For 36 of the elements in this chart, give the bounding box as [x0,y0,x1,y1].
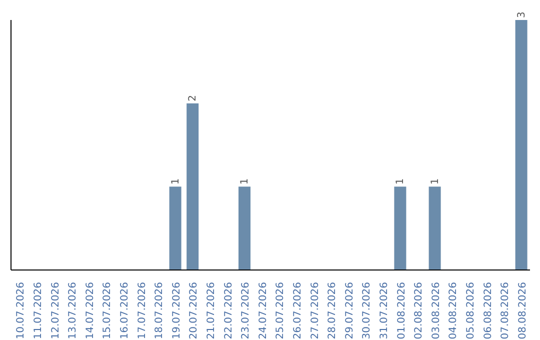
x-tick-label: 01.08.2026 [396,282,408,340]
x-tick-label: 18.07.2026 [154,282,166,340]
x-tick-label: 23.07.2026 [240,282,252,340]
x-tick-label: 22.07.2026 [223,282,234,340]
data-label: 2 [188,94,199,102]
x-tick-label: 31.07.2026 [378,282,390,340]
x-tick-label: 11.07.2026 [32,282,44,340]
x-tick-label: 04.08.2026 [448,282,460,340]
x-tick-label: 29.07.2026 [344,282,356,340]
x-tick-label: 15.07.2026 [102,282,114,340]
x-tick-label: 26.07.2026 [292,282,304,340]
x-tick-label: 17.07.2026 [136,282,148,340]
x-tick-label: 10.07.2026 [16,282,27,340]
x-tick-label: 16.07.2026 [119,282,130,340]
x-tick-label: 06.08.2026 [482,282,494,340]
x-tick-label: 20.07.2026 [188,282,200,340]
x-tick-label: 30.07.2026 [362,282,373,340]
data-label: 1 [430,178,441,185]
x-tick-label: 28.07.2026 [327,282,338,340]
data-label: 3 [516,12,528,18]
x-tick-label: 21.07.2026 [206,282,217,340]
x-tick-label: 03.08.2026 [430,282,442,340]
data-label: 1 [395,178,406,185]
x-tick-label: 25.07.2026 [275,282,286,340]
x-tick-label: 24.07.2026 [258,282,269,340]
x-tick-label: 13.07.2026 [68,282,79,340]
x-tick-label: 27.07.2026 [310,282,321,340]
data-label: 1 [170,178,182,185]
x-tick-label: 12.07.2026 [50,282,62,340]
x-tick-label: 08.08.2026 [517,282,528,340]
x-tick-label: 07.08.2026 [500,282,512,340]
x-tick-label: 05.08.2026 [465,282,476,340]
data-label: 1 [239,178,250,185]
x-tick-label: 14.07.2026 [84,282,96,340]
x-tick-label: 02.08.2026 [414,282,425,340]
x-tick-label: 19.07.2026 [171,282,182,340]
